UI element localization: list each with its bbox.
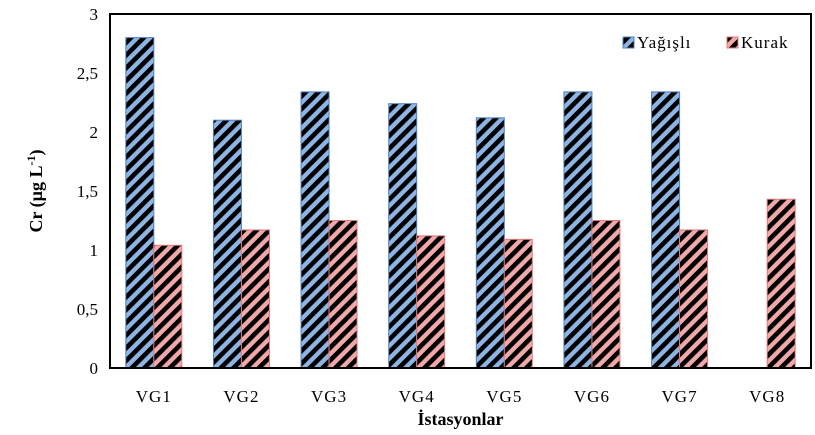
x-axis-tick-labels: VG1 VG2 VG3 VG4 VG5 VG6 VG7 VG8 [136, 387, 785, 406]
y-axis-title-superscript: -1 [24, 155, 38, 165]
bar-yagisli [388, 103, 418, 369]
x-tick-label: VG8 [749, 387, 785, 406]
y-axis-title-suffix: ) [26, 149, 47, 155]
y-axis-title-main: Cr (µg L [26, 165, 47, 232]
legend-item-kurak: Kurak [726, 33, 788, 52]
bar-kurak [328, 220, 358, 369]
x-tick-label: VG7 [662, 387, 698, 406]
bar-kurak [679, 229, 709, 369]
x-tick-label: VG5 [486, 387, 522, 406]
bar-yagisli [563, 91, 593, 369]
legend-swatch [622, 36, 635, 49]
legend-item-yagisli: Yağışlı [622, 33, 691, 52]
y-tick-label: 0 [90, 359, 99, 378]
bars [125, 37, 796, 369]
y-axis-title: Cr (µg L-1) [24, 149, 47, 232]
bar-yagisli [300, 91, 330, 369]
bar-kurak [153, 244, 183, 369]
legend-label: Yağışlı [637, 33, 691, 52]
legend: Yağışlı Kurak [622, 33, 788, 52]
x-tick-label: VG1 [136, 387, 172, 406]
y-tick-label: 3 [90, 5, 99, 24]
y-tick-label: 2,5 [77, 64, 98, 83]
y-tick-label: 1 [90, 241, 99, 260]
legend-label: Kurak [741, 33, 788, 52]
bar-kurak [503, 238, 533, 369]
bar-kurak [416, 235, 446, 369]
y-axis-tick-labels: 0 0,5 1 1,5 2 2,5 3 [77, 5, 98, 378]
x-tick-label: VG6 [574, 387, 610, 406]
x-tick-label: VG2 [223, 387, 259, 406]
x-tick-label: VG3 [311, 387, 347, 406]
bar-yagisli [212, 119, 242, 369]
bar-kurak [766, 198, 796, 369]
y-tick-label: 2 [90, 123, 99, 142]
bar-kurak [240, 229, 270, 369]
legend-swatch [726, 36, 739, 49]
bar-yagisli [651, 91, 681, 369]
bar-kurak [591, 220, 621, 369]
y-tick-label: 1,5 [77, 182, 98, 201]
x-tick-label: VG4 [399, 387, 435, 406]
bar-yagisli [475, 117, 505, 369]
x-axis-title: İstasyonlar [417, 409, 503, 429]
plot-area-frame [109, 13, 812, 369]
bar-yagisli [125, 37, 155, 369]
y-tick-label: 0,5 [77, 300, 98, 319]
